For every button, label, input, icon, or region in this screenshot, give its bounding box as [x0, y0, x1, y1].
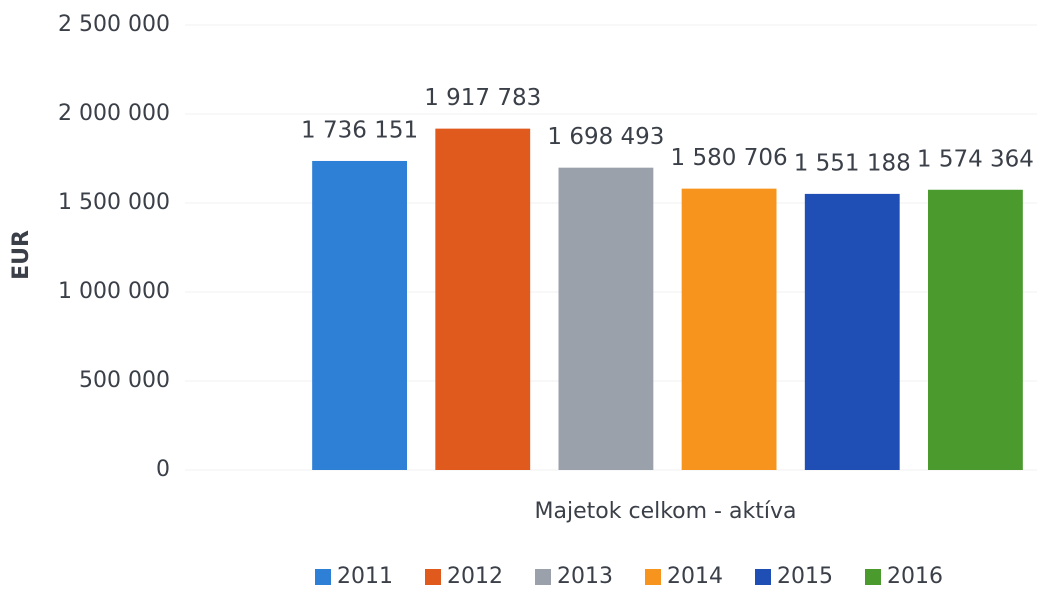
legend-label: 2016 — [887, 564, 943, 589]
x-tick-label: Majetok celkom - aktíva — [535, 499, 797, 524]
bar — [804, 193, 900, 470]
y-tick-label: 1 500 000 — [58, 190, 170, 215]
y-tick-label: 500 000 — [79, 368, 170, 393]
y-tick-label: 2 500 000 — [58, 12, 170, 37]
legend-swatch — [535, 569, 551, 585]
bar — [435, 128, 531, 470]
y-axis-title: EUR — [9, 230, 34, 280]
y-tick-label: 1 000 000 — [58, 279, 170, 304]
data-label: 1 551 188 — [794, 150, 911, 176]
legend-label: 2012 — [447, 564, 503, 589]
legend-label: 2013 — [557, 564, 613, 589]
legend-swatch — [865, 569, 881, 585]
data-label: 1 917 783 — [424, 85, 541, 111]
data-label: 1 580 706 — [671, 145, 788, 171]
data-label: 1 698 493 — [547, 124, 664, 150]
y-tick-label: 2 000 000 — [58, 101, 170, 126]
legend-label: 2015 — [777, 564, 833, 589]
data-label: 1 574 364 — [917, 146, 1034, 172]
legend-swatch — [315, 569, 331, 585]
legend-label: 2011 — [337, 564, 393, 589]
legend-swatch — [755, 569, 771, 585]
bar — [312, 160, 408, 470]
y-tick-label: 0 — [156, 457, 170, 482]
legend-label: 2014 — [667, 564, 723, 589]
bar — [927, 189, 1023, 470]
bar — [681, 188, 777, 470]
legend-swatch — [645, 569, 661, 585]
legend-swatch — [425, 569, 441, 585]
data-label: 1 736 151 — [301, 117, 418, 143]
bar — [558, 167, 654, 470]
